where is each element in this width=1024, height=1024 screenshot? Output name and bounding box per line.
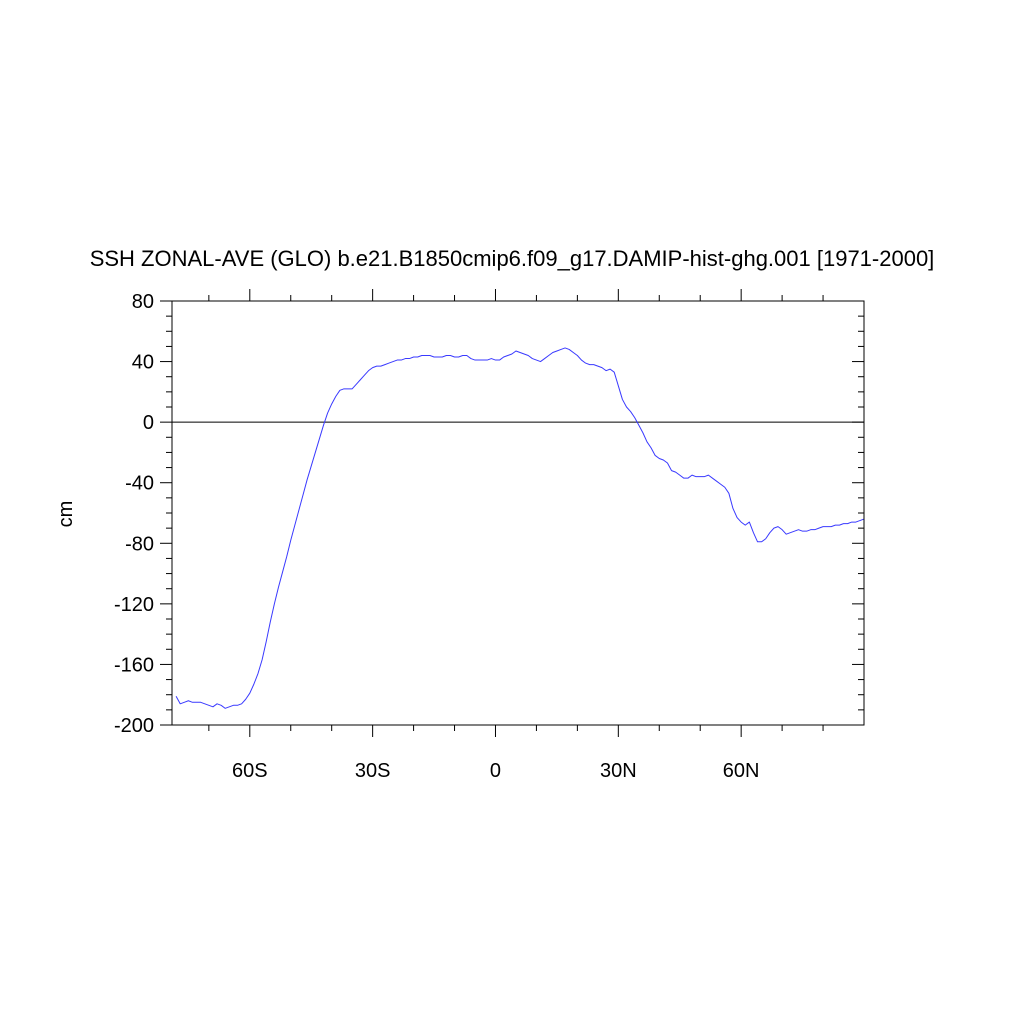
- y-tick-label: 0: [143, 412, 154, 434]
- y-tick-label: -120: [114, 594, 154, 616]
- chart-title: SSH ZONAL-AVE (GLO) b.e21.B1850cmip6.f09…: [90, 246, 935, 271]
- y-tick-label: -80: [125, 533, 154, 555]
- x-tick-label: 60S: [232, 760, 268, 782]
- x-tick-label: 0: [490, 760, 501, 782]
- plot-frame: [171, 300, 865, 726]
- y-tick-label: -200: [114, 715, 154, 737]
- y-axis-label: cm: [55, 501, 77, 528]
- y-tick-label: 40: [132, 352, 154, 374]
- y-tick-label: 80: [132, 291, 154, 313]
- y-tick-label: -160: [114, 654, 154, 676]
- x-tick-label: 60N: [723, 760, 760, 782]
- axis-ticks: 80 40 0 -40 -80 -120 -160 -200 60S 30S 0 30N 60N: [114, 289, 864, 782]
- x-tick-label: 30S: [355, 760, 391, 782]
- y-tick-label: -40: [125, 473, 154, 495]
- x-tick-label: 30N: [600, 760, 637, 782]
- series-line-0: [175, 347, 865, 709]
- series-layer: [175, 347, 865, 709]
